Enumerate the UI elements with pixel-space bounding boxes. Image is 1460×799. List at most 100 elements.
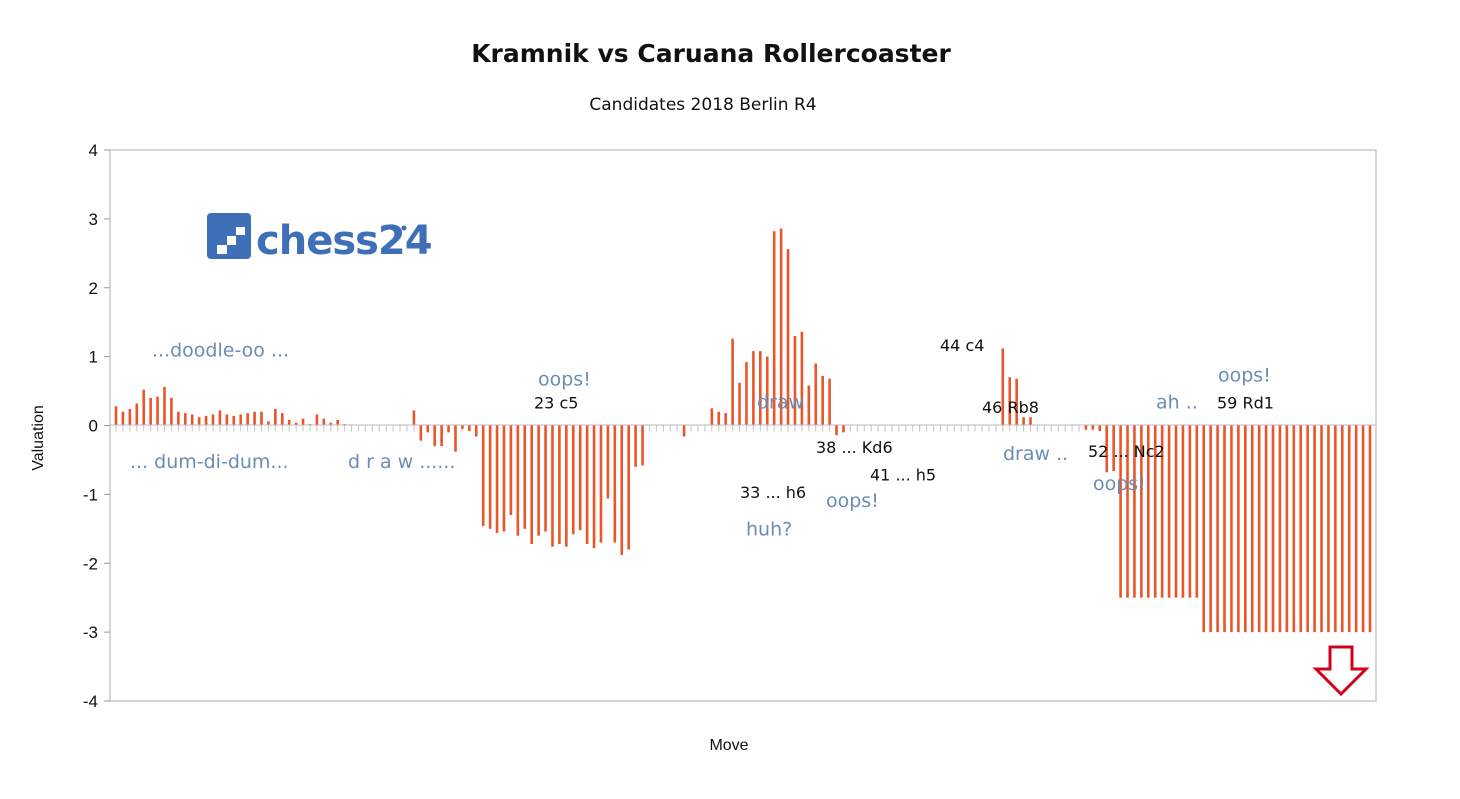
bar xyxy=(225,414,229,426)
chart-annotation: ...doodle-oo ... xyxy=(152,340,289,362)
bar xyxy=(412,410,416,426)
bar xyxy=(516,425,520,536)
bar xyxy=(301,418,305,426)
bar xyxy=(759,351,762,426)
bar xyxy=(1022,417,1025,426)
bar xyxy=(1112,425,1115,471)
bar xyxy=(1174,425,1178,598)
bar xyxy=(779,228,783,426)
chart-annotation: 52 ... Nc2 xyxy=(1088,442,1165,461)
bar xyxy=(329,422,333,426)
bar xyxy=(128,408,132,426)
bar xyxy=(1202,425,1206,633)
bar xyxy=(315,414,319,426)
logo-stairs-icon xyxy=(217,227,245,254)
bar xyxy=(1160,425,1164,598)
bar xyxy=(163,386,166,426)
bar xyxy=(1257,425,1261,633)
bar xyxy=(530,425,533,544)
logo-dot-icon xyxy=(401,225,407,231)
chart-annotation: d r a w ...... xyxy=(348,451,455,473)
bar xyxy=(828,378,831,426)
bar xyxy=(835,425,838,436)
bar xyxy=(488,425,492,529)
bar xyxy=(1271,425,1275,633)
bar xyxy=(204,415,208,426)
chart-annotation: 33 ... h6 xyxy=(740,483,806,502)
bar xyxy=(135,403,139,426)
chart-annotation: 44 c4 xyxy=(940,336,984,355)
y-axis-label: Valuation xyxy=(30,405,47,471)
bar xyxy=(1167,425,1171,598)
bar xyxy=(1347,425,1351,633)
bar xyxy=(1354,425,1358,633)
bar xyxy=(592,425,596,549)
bar xyxy=(641,425,644,466)
bar xyxy=(523,425,527,529)
y-tick-label: 2 xyxy=(89,279,98,298)
bar xyxy=(495,425,499,533)
bar xyxy=(280,413,284,426)
bar xyxy=(1327,425,1330,633)
chart-annotation: oops! xyxy=(1093,473,1146,495)
bar xyxy=(765,356,769,426)
y-tick-label: 1 xyxy=(89,348,98,367)
bar xyxy=(149,397,152,426)
bar xyxy=(800,331,804,426)
bar xyxy=(1001,348,1005,426)
bar xyxy=(745,362,748,426)
bar xyxy=(468,425,471,432)
bar xyxy=(1340,425,1344,633)
bar xyxy=(1188,425,1192,598)
bar xyxy=(752,351,755,426)
bar xyxy=(114,406,118,426)
bar xyxy=(1334,425,1337,633)
bar xyxy=(419,425,423,441)
logo-text: chess24 xyxy=(256,218,432,264)
y-tick-label: 4 xyxy=(89,141,98,160)
bar xyxy=(578,425,582,531)
x-axis-label: Move xyxy=(709,737,748,754)
chart-annotation: draw .. xyxy=(1003,443,1068,465)
chart-annotation: 46 Rb8 xyxy=(982,398,1039,417)
chart-annotation: 23 c5 xyxy=(534,393,578,412)
bar xyxy=(287,419,291,426)
bar xyxy=(1223,425,1226,633)
bar xyxy=(634,425,637,467)
bar xyxy=(426,425,430,433)
chart-title: Kramnik vs Caruana Rollercoaster xyxy=(471,39,951,68)
bar xyxy=(1285,425,1289,633)
bar xyxy=(1126,425,1129,598)
y-tick-label: -2 xyxy=(83,554,98,573)
y-tick-label: -3 xyxy=(83,623,98,642)
bar xyxy=(1237,425,1240,633)
bar xyxy=(710,408,714,426)
bar xyxy=(239,414,243,426)
down-arrow-icon xyxy=(1312,645,1370,697)
chart-annotation: ah .. xyxy=(1156,391,1198,413)
bar xyxy=(1299,425,1303,633)
chart-annotation: oops! xyxy=(1218,364,1271,386)
bar xyxy=(585,425,589,544)
bar xyxy=(183,413,187,426)
bar xyxy=(232,415,236,426)
bar xyxy=(1250,425,1254,633)
bar xyxy=(274,408,277,426)
y-axis: 4 3 2 1 0 -1 -2 -3 -4 xyxy=(83,141,110,711)
bar xyxy=(738,382,741,426)
bar xyxy=(253,411,256,426)
bar xyxy=(142,389,146,426)
bar xyxy=(440,425,443,447)
bar xyxy=(558,425,561,544)
chart-annotation: ... dum-di-dum... xyxy=(130,451,289,473)
bar xyxy=(260,411,263,426)
bar xyxy=(1313,425,1316,633)
bar xyxy=(1361,425,1365,633)
bar xyxy=(461,425,464,429)
bar xyxy=(571,425,575,535)
bar xyxy=(1105,425,1109,473)
bar xyxy=(190,414,194,426)
bar xyxy=(447,425,450,433)
bar xyxy=(218,410,222,426)
